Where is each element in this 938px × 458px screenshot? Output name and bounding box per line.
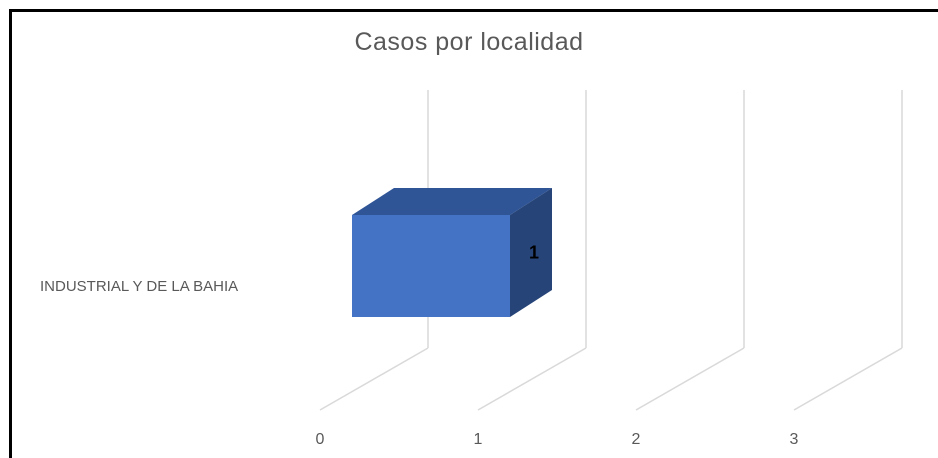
category-label-0: INDUSTRIAL Y DE LA BAHIA xyxy=(40,278,238,295)
data-label-0: 1 xyxy=(529,243,539,263)
bar-top-0 xyxy=(352,188,552,215)
bar-side-0 xyxy=(510,188,552,317)
x-tick-label-0: 0 xyxy=(316,431,325,448)
frame-border-top xyxy=(9,9,938,12)
x-tick-label-2: 2 xyxy=(632,431,641,448)
x-tick-label-1: 1 xyxy=(474,431,483,448)
gridline-floor-2 xyxy=(635,347,745,411)
chart-title: Casos por localidad xyxy=(354,28,584,56)
x-tick-label-3: 3 xyxy=(790,431,799,448)
gridline-floor-0 xyxy=(319,347,429,411)
frame-border-left xyxy=(9,9,12,458)
bar-front-0 xyxy=(352,215,510,317)
gridline-floor-3 xyxy=(793,347,903,411)
gridline-floor-1 xyxy=(477,347,587,411)
